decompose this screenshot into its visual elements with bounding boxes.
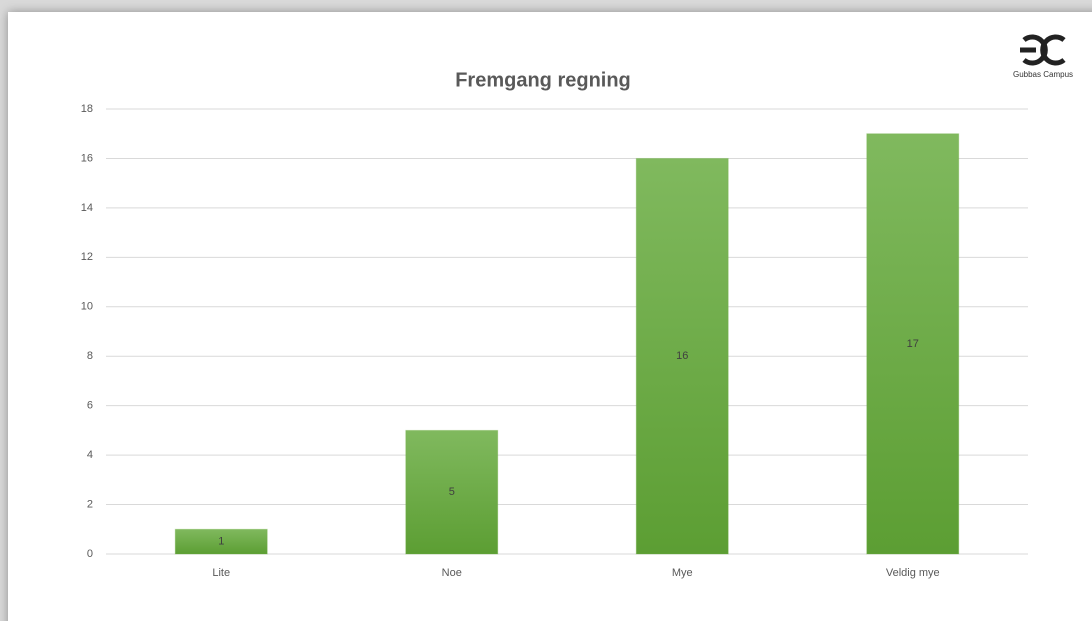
x-tick-label: Mye [672, 567, 693, 579]
data-label: 1 [218, 536, 224, 548]
data-label: 5 [449, 486, 455, 498]
y-tick-label: 2 [87, 498, 93, 510]
y-tick-label: 14 [81, 202, 93, 214]
data-label: 17 [907, 338, 919, 350]
bar [635, 157, 729, 555]
y-tick-label: 6 [87, 400, 93, 412]
x-tick-label: Noe [442, 567, 462, 579]
y-tick-label: 0 [87, 548, 93, 560]
logo-g [1020, 34, 1048, 66]
logo [1020, 34, 1066, 66]
bar [866, 133, 960, 555]
x-tick-label: Lite [212, 567, 230, 579]
bar [405, 429, 499, 555]
y-tick-label: 8 [87, 350, 93, 362]
y-tick-label: 4 [87, 449, 93, 461]
brand: Gubbas Campus [1013, 70, 1073, 79]
y-tick-label: 10 [81, 301, 93, 313]
chart-title: Fremgang regning [455, 69, 631, 91]
y-tick-label: 12 [81, 251, 93, 263]
logo-c [1040, 34, 1066, 66]
bar [174, 528, 268, 555]
y-tick-label: 16 [81, 152, 93, 164]
y-tick-label: 18 [81, 103, 93, 115]
data-label: 16 [676, 350, 688, 362]
x-tick-label: Veldig mye [886, 567, 940, 579]
